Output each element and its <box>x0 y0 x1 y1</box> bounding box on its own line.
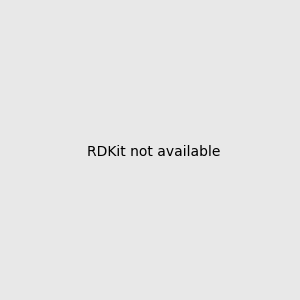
Text: RDKit not available: RDKit not available <box>87 145 220 158</box>
